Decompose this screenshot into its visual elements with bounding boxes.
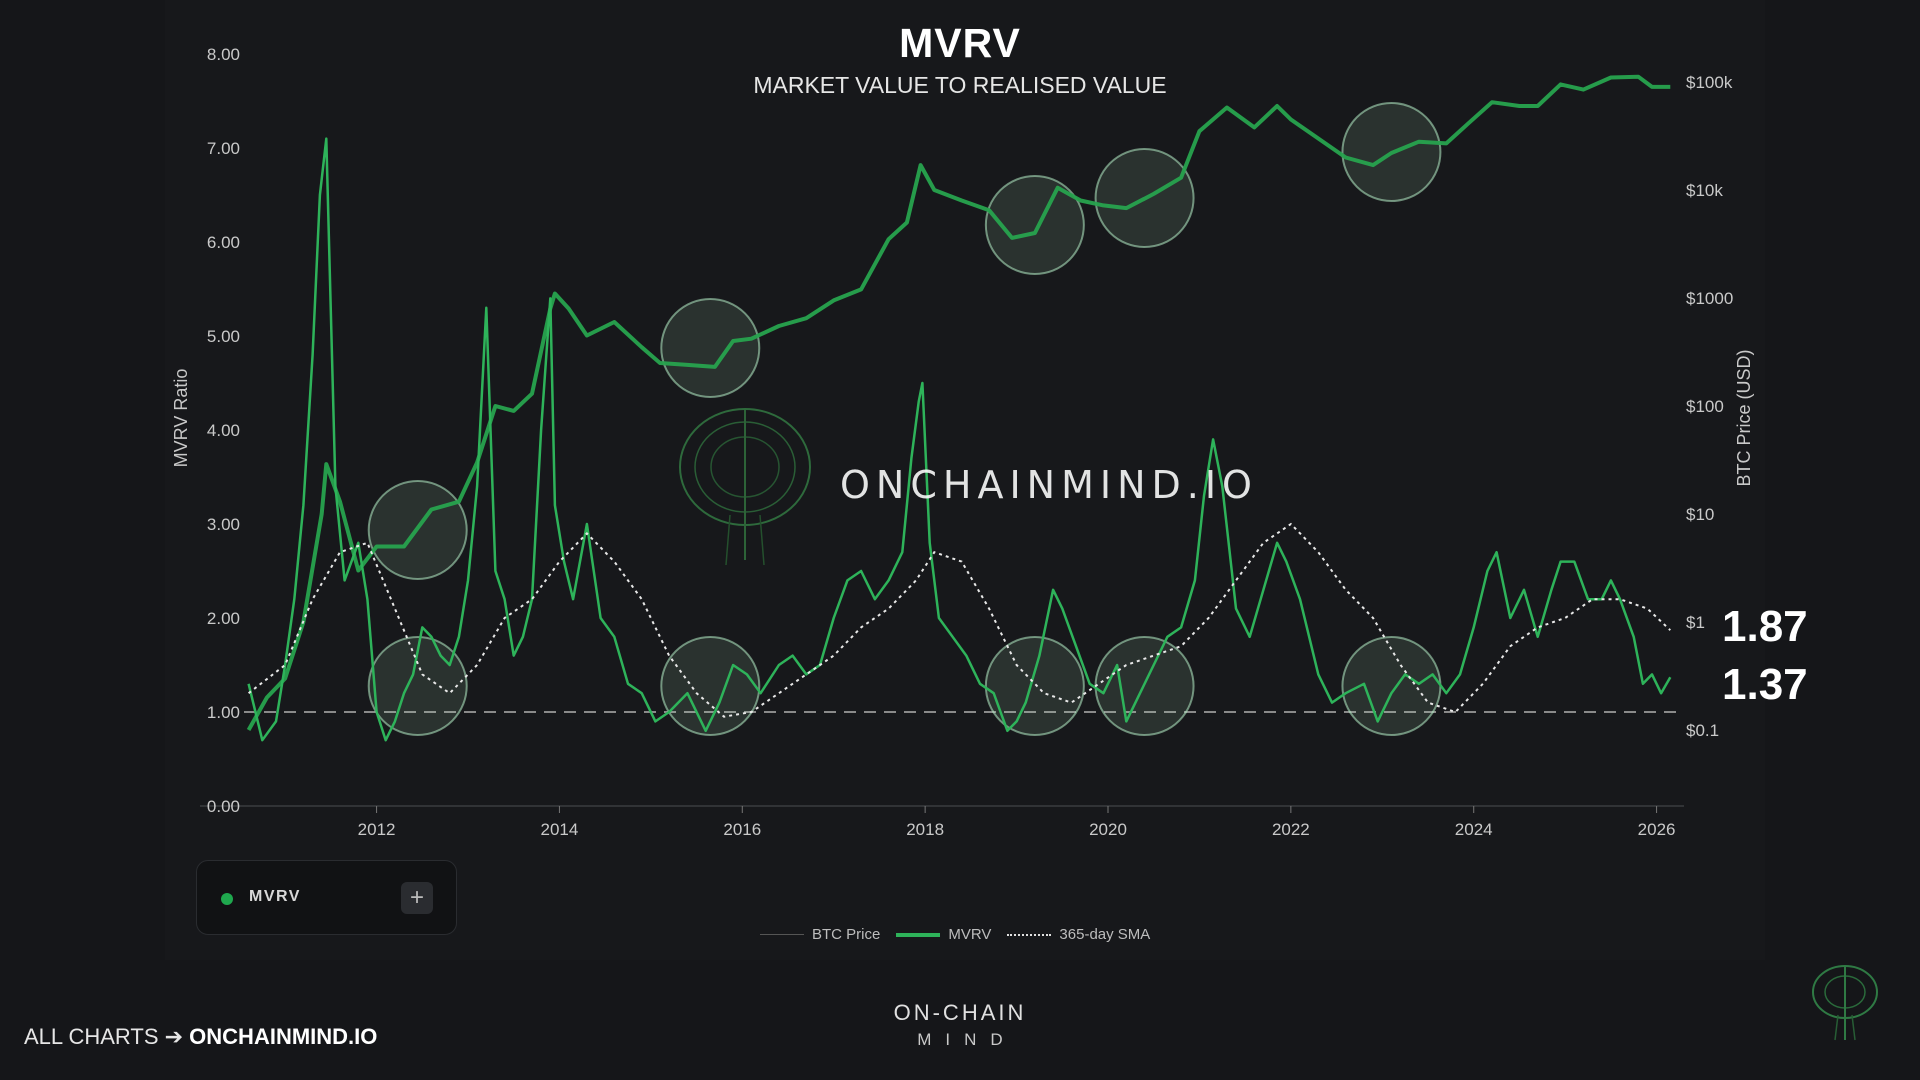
legend-label-price: BTC Price <box>812 926 881 943</box>
series-toggle-label: MVRV <box>249 888 301 905</box>
sma-line <box>247 522 1671 718</box>
y2-tick-label: $10k <box>1686 181 1723 200</box>
y-axis-title: MVRV Ratio <box>171 369 191 468</box>
corner-brain-logo-icon <box>1812 965 1878 1041</box>
y2-tick-label: $100k <box>1686 73 1733 92</box>
series-color-dot <box>221 893 233 905</box>
y2-tick-label: $100 <box>1686 397 1724 416</box>
highlight-circle <box>984 636 1085 736</box>
y2-tick-label: $0.1 <box>1686 721 1719 740</box>
y-tick-label: 0.00 <box>207 797 240 816</box>
highlight-circles <box>367 102 1442 736</box>
legend-swatch-price <box>760 934 804 935</box>
y-tick-label: 1.00 <box>207 703 240 722</box>
footer-link[interactable]: ONCHAINMIND.IO <box>189 1024 378 1049</box>
y-tick-label: 7.00 <box>207 139 240 158</box>
y-tick-label: 4.00 <box>207 421 240 440</box>
x-tick-label: 2016 <box>723 820 761 839</box>
current-mvrv-value: 1.37 <box>1722 660 1808 709</box>
x-tick-label: 2022 <box>1272 820 1310 839</box>
y-tick-label: 2.00 <box>207 609 240 628</box>
y2-tick-label: $1 <box>1686 613 1705 632</box>
footer-brand-top: ON-CHAIN <box>893 1000 1027 1025</box>
legend-label-mvrv: MVRV <box>948 926 992 943</box>
x-tick-label: 2012 <box>358 820 396 839</box>
legend-swatch-mvrv <box>896 932 941 937</box>
highlight-circle <box>660 298 761 398</box>
legend-item-price[interactable]: BTC Price <box>760 926 880 943</box>
current-sma-value: 1.87 <box>1722 602 1808 651</box>
footer-brand: ON-CHAIN MIND <box>0 1000 1920 1050</box>
btc-price-line <box>246 74 1671 731</box>
y-tick-label: 3.00 <box>207 515 240 534</box>
legend-item-sma[interactable]: 365-day SMA <box>1007 926 1150 943</box>
legend: BTC Price MVRV 365-day SMA <box>760 926 1166 943</box>
y2-axis-title: BTC Price (USD) <box>1734 349 1754 486</box>
footer-left-text: ALL CHARTS ➔ <box>24 1024 184 1049</box>
y-tick-label: 8.00 <box>207 45 240 64</box>
add-series-button[interactable]: + <box>401 882 433 914</box>
x-tick-label: 2026 <box>1638 820 1676 839</box>
brain-logo-icon <box>679 408 811 566</box>
chart-title: MVRV <box>899 20 1021 66</box>
x-tick-label: 2014 <box>541 820 579 839</box>
y-tick-label: 5.00 <box>207 327 240 346</box>
series-toggle[interactable]: MVRV + <box>196 860 457 935</box>
footer-brand-bottom: MIND <box>917 1030 1017 1049</box>
highlight-circle <box>367 636 468 736</box>
highlight-circle <box>660 636 761 736</box>
axes: 0.00 1.00 2.00 3.00 4.00 5.00 6.00 7.00 8.00 2012… <box>171 45 1754 839</box>
series-layer <box>246 74 1672 742</box>
y2-tick-label: $1000 <box>1686 289 1733 308</box>
y-tick-label: 6.00 <box>207 233 240 252</box>
chart-subtitle: MARKET VALUE TO REALISED VALUE <box>753 72 1167 98</box>
mvrv-line <box>247 137 1672 742</box>
legend-swatch-sma <box>1007 933 1052 936</box>
x-tick-label: 2020 <box>1089 820 1127 839</box>
footer-all-charts[interactable]: ALL CHARTS ➔ ONCHAINMIND.IO <box>24 1024 377 1050</box>
chart-panel <box>165 0 1765 960</box>
legend-label-sma: 365-day SMA <box>1059 926 1151 943</box>
legend-item-mvrv[interactable]: MVRV <box>896 926 991 943</box>
x-tick-label: 2018 <box>906 820 944 839</box>
x-tick-label: 2024 <box>1455 820 1493 839</box>
highlight-circle <box>984 175 1085 275</box>
y2-tick-label: $10 <box>1686 505 1714 524</box>
watermark-text: ONCHAINMIND.IO <box>840 463 1258 507</box>
